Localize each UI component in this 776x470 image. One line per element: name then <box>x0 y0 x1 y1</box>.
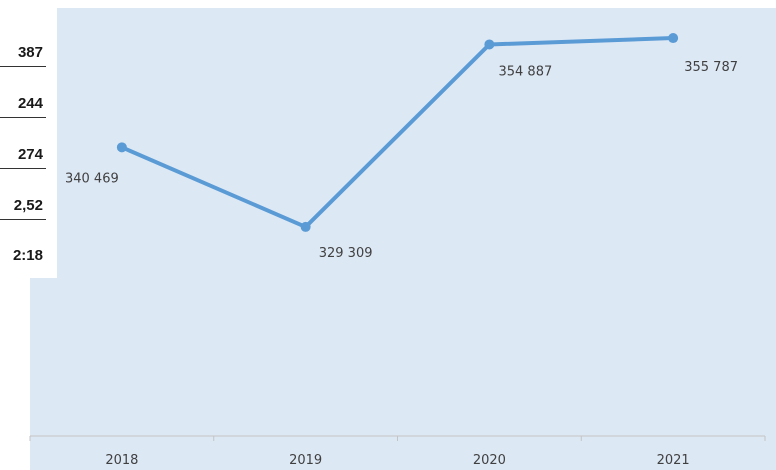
side-stats-panel: 387 244 274 2,52 2:18 <box>0 0 57 278</box>
x-tick-label-2019: 2019 <box>289 453 322 468</box>
side-stat-value-4: 2,52 <box>13 197 43 214</box>
series-line <box>119 36 676 229</box>
side-stat-rule-2 <box>0 117 46 118</box>
side-stat-value-3: 274 <box>17 146 43 163</box>
x-tick-label-2018: 2018 <box>105 453 138 468</box>
side-stat-rule-1 <box>0 66 46 67</box>
data-point-2019 <box>300 221 311 232</box>
x-axis-ticks <box>29 436 766 441</box>
data-point-2021 <box>668 33 679 44</box>
side-stat-rule-3 <box>0 168 46 169</box>
data-label-2020: 354 887 <box>498 64 552 79</box>
data-point-2018 <box>116 142 127 153</box>
data-point-2020 <box>484 39 495 50</box>
x-tick-label-2020: 2020 <box>473 453 506 468</box>
series-group: 340 469 329 309 354 887 355 787 <box>65 33 738 261</box>
x-axis-labels: 2018 2019 2020 2021 <box>105 453 689 468</box>
data-label-2018: 340 469 <box>65 171 119 186</box>
side-stat-rule-4 <box>0 219 46 220</box>
side-stat-value-2: 244 <box>17 95 43 112</box>
data-label-2019: 329 309 <box>319 246 373 261</box>
side-stat-value-5: 2:18 <box>12 247 43 264</box>
plot-background <box>30 8 776 470</box>
x-tick-label-2021: 2021 <box>657 453 690 468</box>
side-stat-value-1: 387 <box>17 44 43 61</box>
data-label-2021: 355 787 <box>684 60 738 75</box>
